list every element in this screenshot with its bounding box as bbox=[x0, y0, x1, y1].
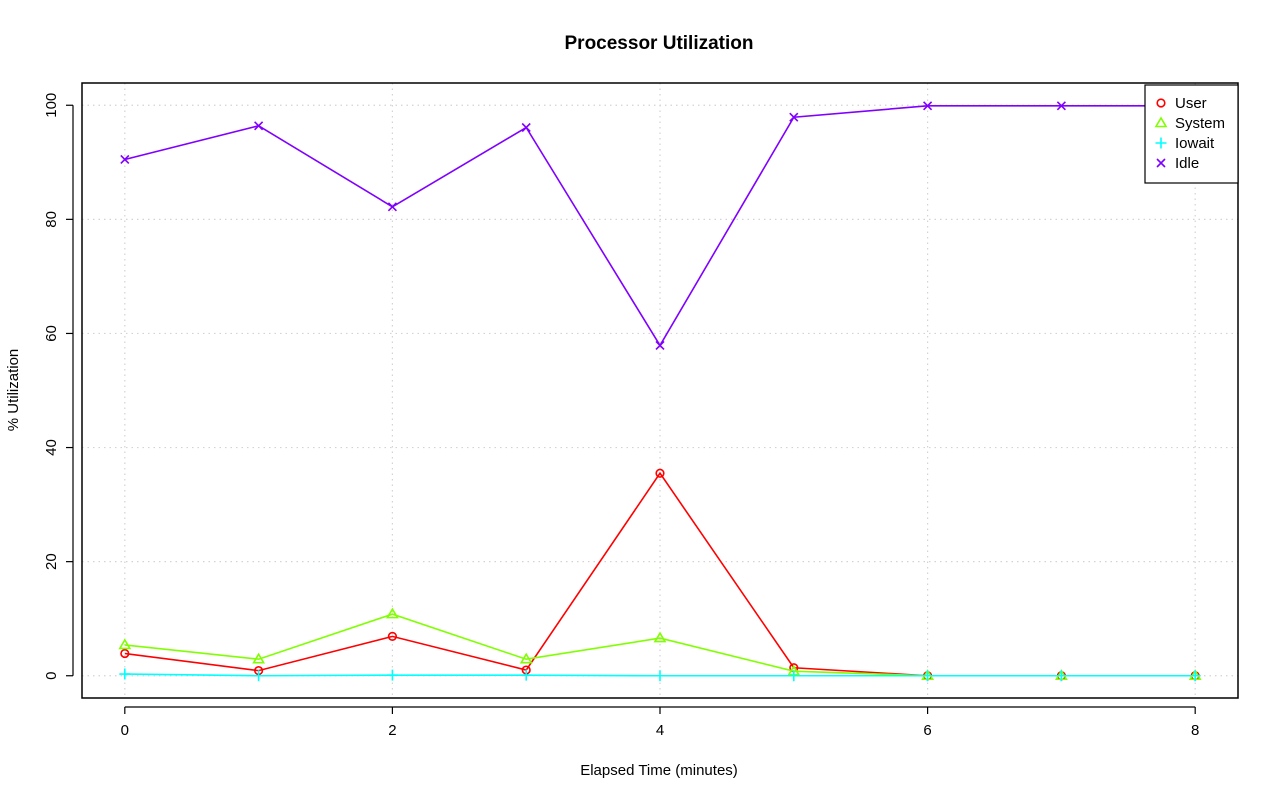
x-tick-label: 2 bbox=[388, 722, 396, 739]
data-point-iowait bbox=[788, 670, 800, 682]
data-point-idle bbox=[254, 121, 264, 131]
y-tick-label: 40 bbox=[43, 439, 60, 456]
legend-label-idle: Idle bbox=[1175, 155, 1199, 172]
legend-marker-iowait bbox=[1155, 137, 1167, 149]
data-point-system bbox=[653, 631, 667, 643]
legend-marker-idle bbox=[1156, 158, 1166, 168]
legend: User System Iowait Idle bbox=[1144, 84, 1239, 184]
legend-label-system: System bbox=[1175, 115, 1225, 132]
legend-item-system: System bbox=[1154, 115, 1225, 132]
data-point-idle bbox=[120, 154, 130, 165]
x-tick-label: 6 bbox=[923, 722, 931, 739]
chart-title: Processor Utilization bbox=[565, 33, 754, 54]
series-layer bbox=[118, 101, 1202, 682]
data-point-system bbox=[386, 607, 399, 619]
x-tick-label: 4 bbox=[656, 722, 664, 739]
data-point-user bbox=[120, 648, 130, 659]
y-tick-label: 20 bbox=[43, 553, 60, 570]
legend-label-user: User bbox=[1175, 95, 1207, 112]
plot-frame bbox=[81, 82, 1239, 699]
series-user bbox=[120, 468, 1200, 681]
data-point-system bbox=[519, 652, 533, 664]
legend-label-iowait: Iowait bbox=[1175, 135, 1215, 152]
y-axis-label: % Utilization bbox=[5, 349, 22, 432]
data-point-iowait bbox=[1189, 670, 1201, 682]
data-point-user bbox=[387, 631, 398, 641]
data-point-idle bbox=[923, 101, 933, 111]
data-point-iowait bbox=[520, 669, 532, 681]
y-tick-label: 100 bbox=[43, 93, 60, 118]
data-point-iowait bbox=[922, 670, 934, 682]
data-point-iowait bbox=[1055, 670, 1067, 682]
legend-item-user: User bbox=[1156, 95, 1207, 112]
data-point-iowait bbox=[119, 668, 131, 680]
legend-marker-system bbox=[1154, 116, 1168, 128]
x-tick-label: 8 bbox=[1191, 722, 1199, 739]
legend-box bbox=[1144, 84, 1239, 184]
data-point-system bbox=[252, 652, 266, 664]
x-axis-label: Elapsed Time (minutes) bbox=[580, 762, 738, 779]
legend-item-iowait: Iowait bbox=[1155, 135, 1215, 152]
data-point-user bbox=[655, 468, 665, 478]
data-point-idle bbox=[655, 340, 665, 350]
y-tick-label: 60 bbox=[43, 325, 60, 342]
legend-marker-user bbox=[1156, 98, 1166, 108]
y-axis: 0 20 40 60 80 100 bbox=[43, 93, 74, 680]
data-point-idle bbox=[521, 122, 531, 133]
data-point-idle bbox=[789, 112, 799, 122]
data-point-idle bbox=[387, 202, 397, 212]
data-point-system bbox=[118, 638, 132, 650]
series-iowait bbox=[119, 668, 1201, 682]
x-tick-label: 0 bbox=[121, 722, 129, 739]
y-tick-label: 80 bbox=[43, 211, 60, 228]
data-point-iowait bbox=[386, 669, 398, 681]
data-point-iowait bbox=[253, 670, 265, 682]
data-point-idle bbox=[1056, 101, 1066, 111]
x-axis: 0 2 4 6 8 bbox=[121, 706, 1199, 739]
grid bbox=[82, 83, 1238, 698]
legend-item-idle: Idle bbox=[1156, 155, 1199, 172]
y-tick-label: 0 bbox=[43, 672, 60, 680]
data-point-iowait bbox=[654, 670, 666, 682]
